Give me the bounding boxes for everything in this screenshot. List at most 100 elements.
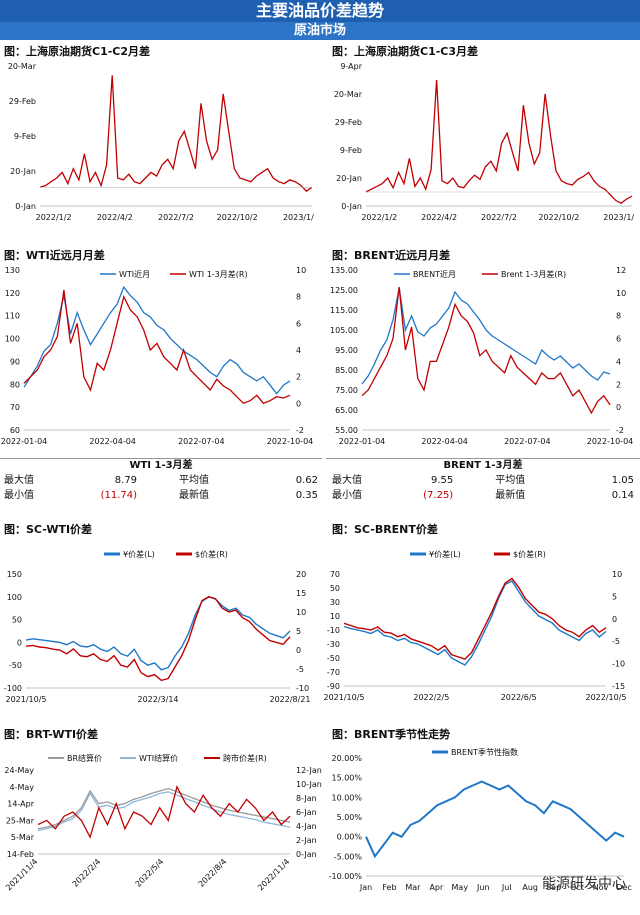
wti-stats-table: WTI 1-3月差 最大值 8.79 平均值 0.62 最小值 (11.74) … — [2, 458, 320, 503]
y-right-tick-label: 10 — [296, 608, 306, 617]
series-line-1 — [37, 787, 291, 830]
y-right-tick-label: 15 — [296, 589, 306, 598]
y-left-tick-label: 85.00 — [335, 366, 358, 375]
x-tick-label: 2022-07-04 — [178, 437, 225, 446]
x-tick-label: 2022-10-04 — [587, 437, 634, 446]
legend-label: BRENT季节性指数 — [451, 747, 518, 757]
x-tick-label: Feb — [382, 883, 396, 892]
y-left-tick-label: 70 — [330, 570, 340, 579]
legend-label: ¥价差(L) — [123, 549, 155, 559]
y-left-tick-label: 0-Jan — [15, 202, 36, 211]
y-right-tick-label: 4 — [296, 346, 301, 355]
x-tick-label: 2023/1/ — [603, 213, 634, 222]
y-left-tick-label: -10 — [327, 626, 340, 635]
chart-brent-season: 20.00% 15.00% 10.00% 5.00% 0.00% -5.00% -10.00… — [322, 742, 640, 912]
x-tick-label: 2021/10/5 — [5, 695, 46, 704]
wti-max-label: 最大值 — [4, 475, 34, 486]
y-left-tick-label: 4-May — [9, 783, 34, 792]
x-tick-label: Sep — [546, 883, 561, 892]
y-left-tick-label: 10.00% — [331, 793, 362, 802]
y-right-tick-label: 2-Jan — [296, 836, 317, 845]
y-left-tick-label: -50 — [327, 654, 340, 663]
x-tick-label: 2021/11/4 — [4, 857, 39, 892]
y-right-tick-label: 12-Jan — [296, 766, 322, 775]
brent-stats-title: BRENT 1-3月差 — [443, 460, 523, 471]
wti-stats-title: WTI 1-3月差 — [129, 460, 193, 471]
x-tick-label: May — [452, 883, 469, 892]
y-left-tick-label: 25-Mar — [6, 816, 35, 825]
y-right-tick-label: 10-Jan — [296, 780, 322, 789]
page-subtitle: 原油市场 — [0, 22, 640, 40]
chart-wti-spread: 130 120 110 100 90 80 70 60 10 8 6 4 2 0 -2 2022-01-04 2… — [0, 262, 320, 452]
x-tick-label: 2022-07-04 — [504, 437, 551, 446]
y-left-tick-label: 29-Feb — [9, 97, 36, 106]
y-left-tick-label: -90 — [327, 682, 340, 691]
x-tick-label: Mar — [405, 883, 421, 892]
x-tick-label: Nov — [593, 883, 609, 892]
brent-latest-label: 最新值 — [495, 490, 526, 501]
x-tick-label: Aug — [522, 883, 538, 892]
y-right-tick-label: -2 — [616, 426, 624, 435]
y-left-tick-label: 9-Feb — [340, 146, 362, 155]
y-left-tick-label: 50 — [330, 584, 340, 593]
x-tick-label: Jun — [476, 883, 490, 892]
chart-brt-wti: 24-May 4-May 14-Apr 25-Mar 5-Mar 14-Feb 12-Jan… — [0, 742, 322, 912]
y-right-tick-label: 4-Jan — [296, 822, 317, 831]
panel-title-sc-c1c2: 图：上海原油期货C1-C2月差 — [4, 45, 151, 58]
y-left-tick-label: 20-Mar — [334, 90, 363, 99]
panel-title-brent: 图：BRENT近远月月差 — [332, 249, 451, 262]
y-left-tick-label: 90 — [10, 357, 20, 366]
y-left-tick-label: 24-May — [4, 766, 34, 775]
y-left-tick-label: 100 — [7, 593, 22, 602]
brent-latest-value: 0.14 — [611, 490, 634, 501]
chart-sc-brent: 70 50 30 10 -10 -30 -50 -70 -90 10 5 0 -5 -10 -15 2021/… — [322, 536, 640, 708]
x-tick-label: Apr — [429, 883, 444, 892]
chart-sc-c1c2: 20-Mar 29-Feb 9-Feb 20-Jan 0-Jan 2022/1/2 2022… — [0, 58, 320, 226]
y-right-tick-label: 20 — [296, 570, 306, 579]
y-left-tick-label: 29-Feb — [335, 118, 362, 127]
y-left-tick-label: -30 — [327, 640, 340, 649]
brent-stats-table: BRENT 1-3月差 最大值 9.55 平均值 1.05 最小值 (7.25)… — [330, 458, 636, 503]
watermark-text: 能源研发中心 — [542, 876, 626, 892]
wti-max-value: 8.79 — [114, 475, 138, 486]
y-left-tick-label: 135.00 — [330, 266, 358, 275]
brent-avg-label: 平均值 — [495, 475, 526, 486]
y-right-tick-label: 10 — [612, 570, 622, 579]
y-left-tick-label: -5.00% — [334, 852, 363, 861]
wti-min-label: 最小值 — [4, 490, 34, 501]
y-left-tick-label: 100 — [5, 335, 20, 344]
x-tick-label: 2022-04-04 — [421, 437, 468, 446]
y-left-tick-label: 105.00 — [330, 326, 358, 335]
x-tick-label: 2022/7/2 — [158, 213, 194, 222]
panel-title-brent-season: 图：BRENT季节性走势 — [332, 728, 451, 741]
y-left-tick-label: 0 — [17, 638, 22, 647]
panel-title-sc-c1c3: 图：上海原油期货C1-C3月差 — [332, 45, 479, 58]
x-tick-label: Jan — [359, 883, 372, 892]
y-left-tick-label: 115.00 — [330, 306, 358, 315]
x-tick-label: 2022/1/2 — [361, 213, 397, 222]
y-right-tick-label: 0 — [296, 646, 301, 655]
panel-title-sc-brent: 图：SC-BRENT价差 — [332, 523, 438, 536]
x-tick-label: 2022/2/4 — [71, 857, 103, 889]
chart-sc-c1c3: 9-Apr 20-Mar 29-Feb 9-Feb 20-Jan 0-Jan 2022/1/… — [322, 58, 640, 226]
y-left-tick-label: 20-Jan — [10, 167, 36, 176]
x-tick-label: 2022/11/4 — [256, 857, 291, 892]
y-right-tick-label: 5 — [612, 592, 617, 601]
x-tick-label: 2022/4/2 — [97, 213, 133, 222]
x-tick-label: 2022/6/5 — [501, 693, 537, 702]
x-tick-label: Dec — [616, 883, 631, 892]
y-right-tick-label: -15 — [612, 682, 625, 691]
legend-label: BRENT近月 — [413, 269, 456, 279]
y-right-tick-label: 0 — [612, 615, 617, 624]
x-tick-label: 2022/3/14 — [137, 695, 178, 704]
page-title: 主要油品价差趋势 — [0, 0, 640, 22]
y-left-tick-label: 10 — [330, 612, 340, 621]
series-line-1 — [23, 285, 291, 395]
wti-avg-value: 0.62 — [295, 475, 318, 486]
y-right-tick-label: -10 — [612, 660, 625, 669]
y-left-tick-label: 95.00 — [335, 346, 358, 355]
x-tick-label: 2022-04-04 — [89, 437, 136, 446]
series-line-1 — [39, 75, 313, 192]
y-left-tick-label: 5-Mar — [11, 833, 35, 842]
wti-min-value: (11.74) — [100, 490, 138, 501]
